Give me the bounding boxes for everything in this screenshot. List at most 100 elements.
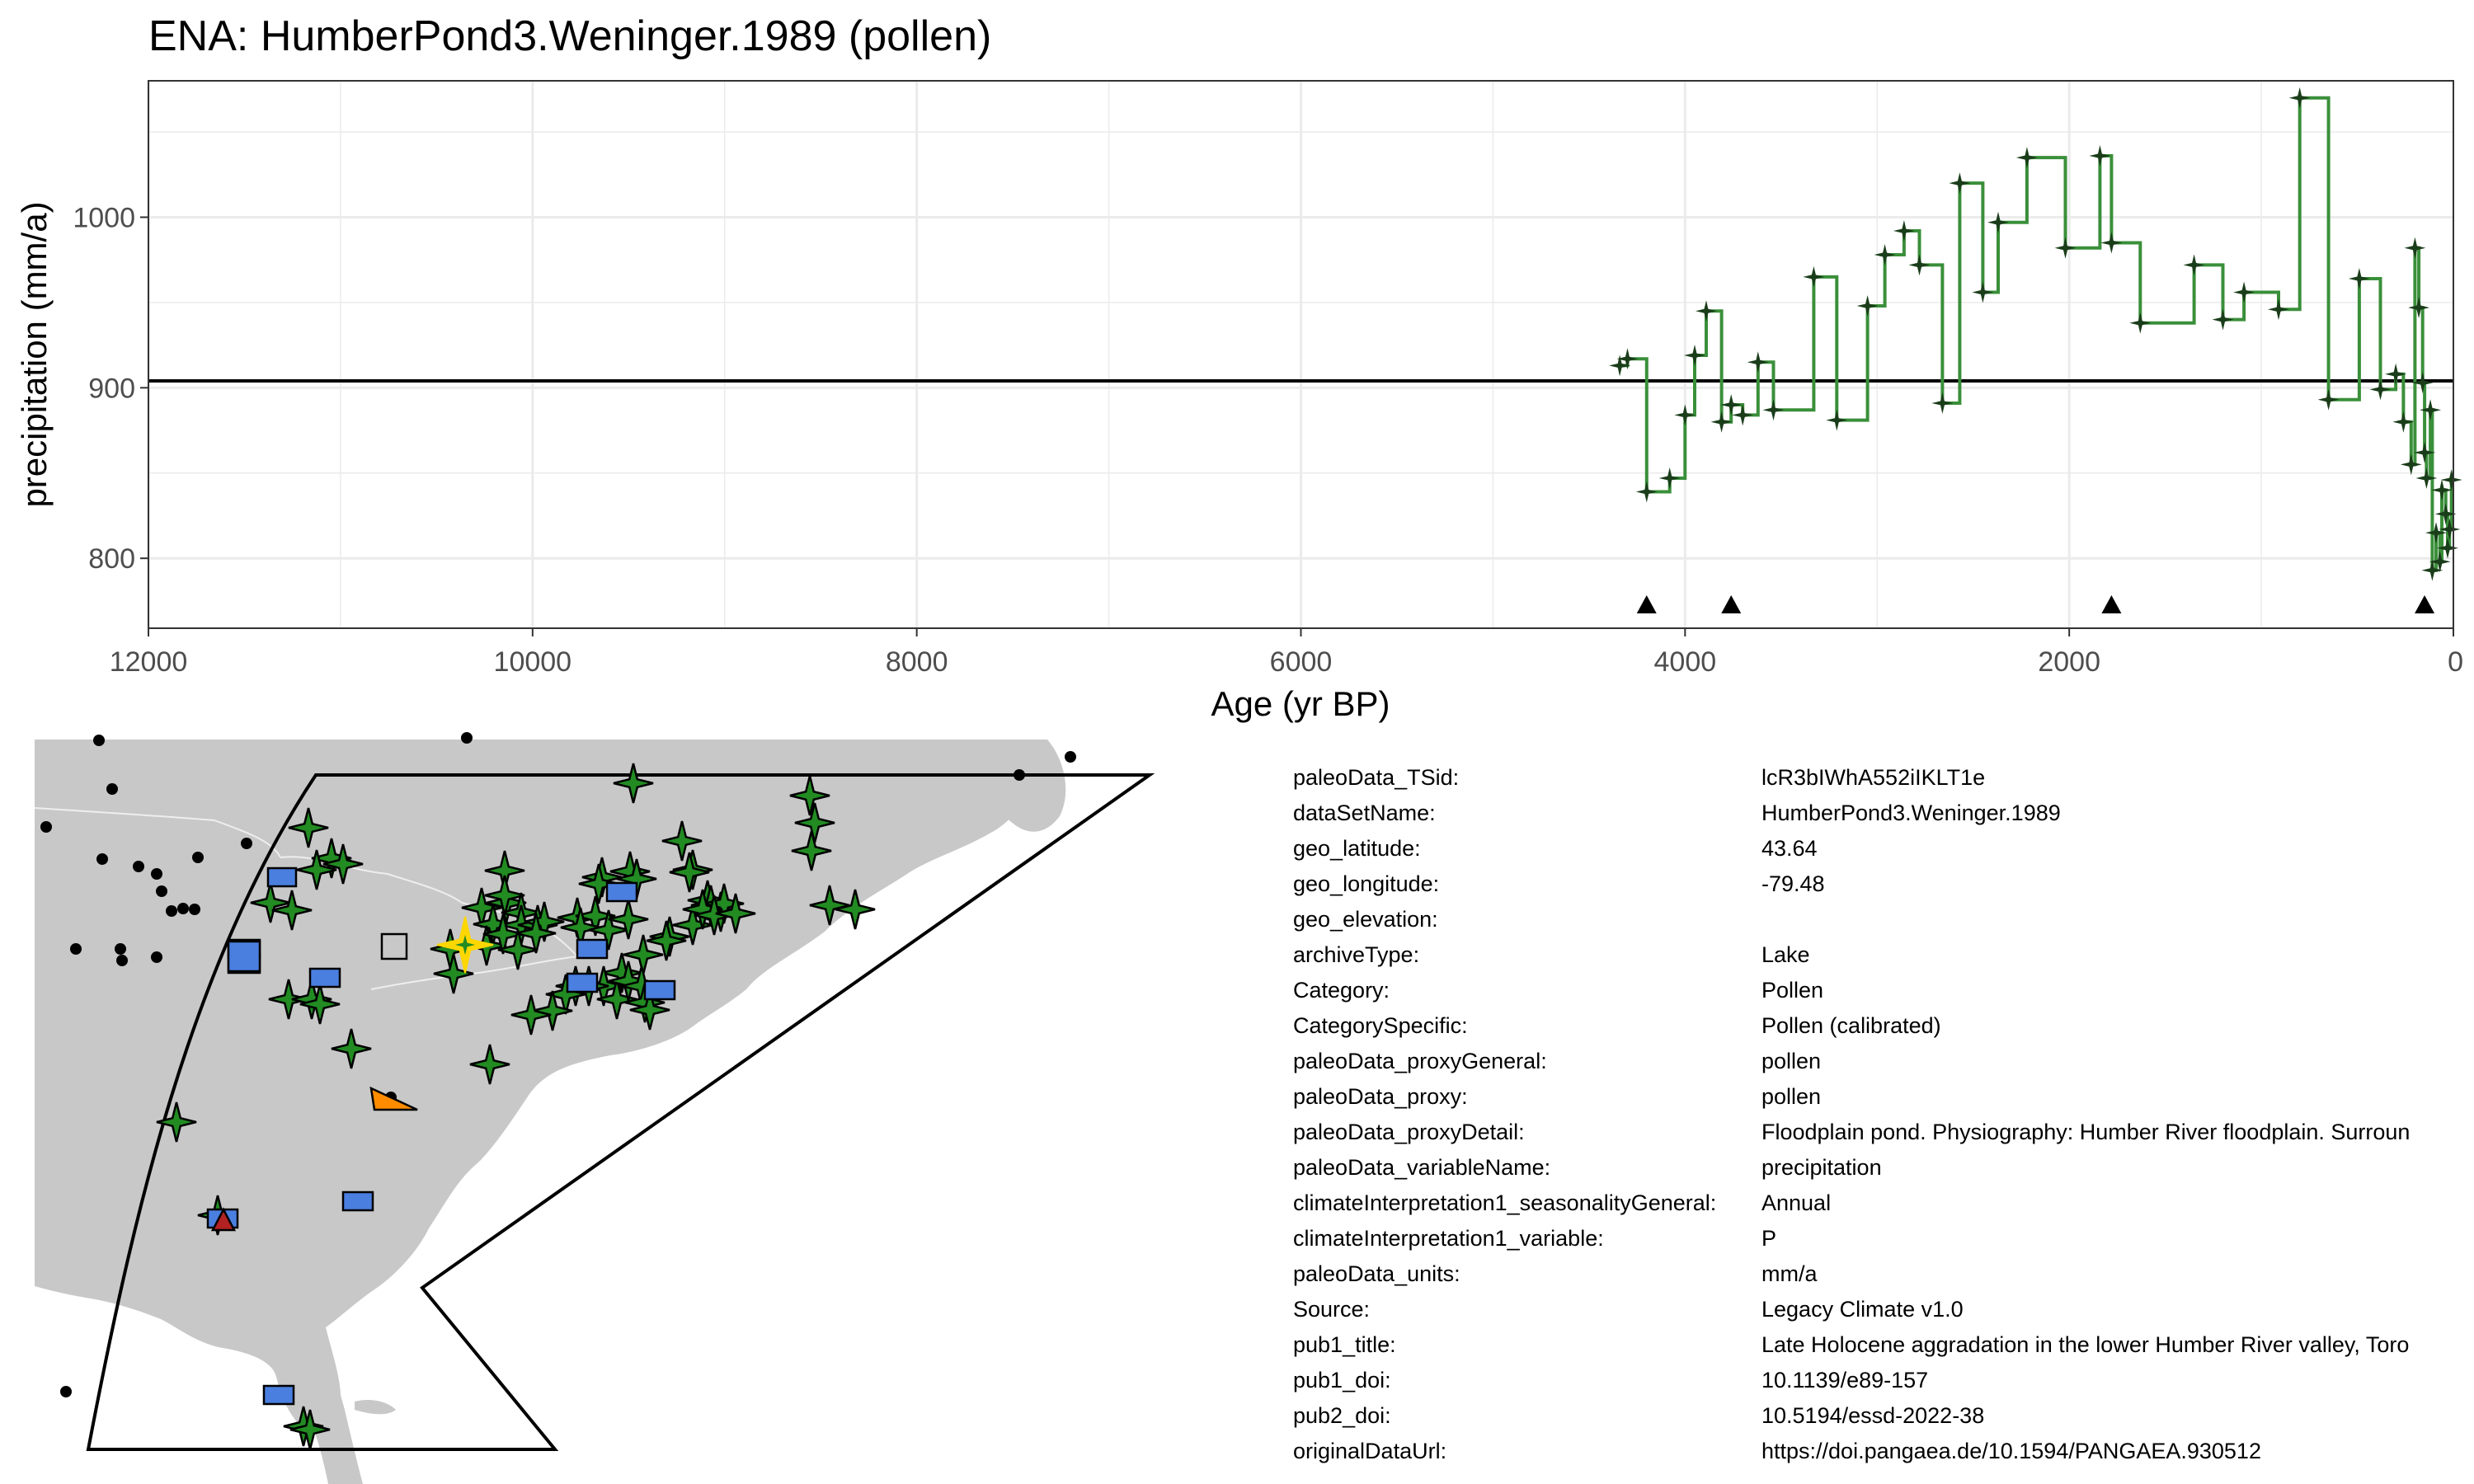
data-point: 90, 815 <box>2425 522 2447 544</box>
lake-site-marker <box>266 866 298 888</box>
outside-site-dot <box>151 951 162 963</box>
data-point: 150, 862 <box>2414 441 2436 463</box>
pollen-site-marker <box>288 807 329 848</box>
pollen-site-marker <box>156 1101 197 1143</box>
data-point: 2020, 982 <box>2054 237 2077 259</box>
outside-site-dot <box>60 1386 72 1397</box>
metadata-row: Category: Pollen <box>1293 973 2474 1008</box>
lake-site-marker <box>566 972 599 993</box>
lake-site-marker <box>262 1384 295 1406</box>
data-point: 300, 908 <box>2385 363 2407 385</box>
data-point: 180, 947 <box>2408 297 2430 319</box>
data-point: 490, 964 <box>2348 268 2370 289</box>
pollen-site-marker <box>629 989 670 1031</box>
x-tick-label: 8000 <box>886 646 948 678</box>
data-point: 40, 826 <box>2434 503 2457 525</box>
data-point: 3330, 965 <box>1803 265 1825 288</box>
metadata-value: Legacy Climate v1.0 <box>1761 1297 1964 1322</box>
outside-site-dot <box>177 903 189 914</box>
pollen-site-marker <box>482 913 524 955</box>
pollen-site-marker <box>271 890 313 931</box>
metadata-value: -79.48 <box>1761 871 1825 896</box>
north-america-landmass <box>35 740 1046 1435</box>
y-axis-label: precipitation (mm/a) <box>15 201 54 507</box>
data-point: 110, 793 <box>2421 559 2443 581</box>
outside-site-dot <box>156 885 167 897</box>
lake-site-marker <box>227 940 261 973</box>
metadata-value: lcR3bIWhA552iIKLT1e <box>1761 765 1986 790</box>
data-point: 3620, 915 <box>1747 351 1769 373</box>
data-point: 120, 887 <box>2420 399 2442 421</box>
metadata-value: pollen <box>1761 1084 1822 1109</box>
data-point: 4080, 847 <box>1658 467 1681 489</box>
metadata-value: Annual <box>1761 1190 1832 1215</box>
metadata-key: geo_latitude: <box>1293 836 1421 861</box>
pollen-site-marker <box>331 1028 372 1069</box>
data-point: 3810, 880 <box>1710 411 1733 433</box>
y-tick-label: 900 <box>88 373 135 404</box>
metadata-table: paleoData_TSid: lcR3bIWhA552iIKLT1e dataSe… <box>1293 760 2474 1477</box>
data-point: 220, 855 <box>2400 453 2422 476</box>
lake-site-marker <box>576 938 609 960</box>
outside-site-dot <box>40 821 52 833</box>
pollen-site-marker <box>515 913 557 954</box>
pollen-site-marker <box>289 1409 331 1450</box>
data-point: 3050, 948 <box>1856 295 1879 317</box>
metadata-value: Pollen (calibrated) <box>1761 1013 1941 1038</box>
metadata-value: Pollen <box>1761 978 1824 1003</box>
metadata-value: HumberPond3.Weninger.1989 <box>1761 801 2061 825</box>
data-point: 2220, 1035 <box>2015 147 2038 169</box>
data-point: 380, 899 <box>2369 378 2392 401</box>
metadata-row: CategorySpecific: Pollen (calibrated) <box>1293 1008 2474 1044</box>
data-point: 2660, 891 <box>1931 392 1954 414</box>
outside-site-dot <box>241 838 252 849</box>
precipitation-chart: 4340, 9134300, 917 4200, 8394080, 847 4000… <box>15 80 2463 723</box>
pollen-site-marker <box>596 979 637 1020</box>
metadata-row: archiveType: Lake <box>1293 937 2474 973</box>
site-map <box>35 732 1155 1484</box>
pollen-site-marker <box>588 909 629 951</box>
metadata-row: paleoData_units: mm/a <box>1293 1256 2474 1292</box>
metadata-key: paleoData_proxy: <box>1293 1084 1468 1109</box>
metadata-value: Late Holocene aggradation in the lower H… <box>1761 1332 2410 1357</box>
pollen-site-marker <box>608 899 649 940</box>
metadata-row: climateInterpretation1_variable: P <box>1293 1221 2474 1256</box>
newfoundland-landmass <box>969 740 1066 832</box>
data-point: 10, 846 <box>2440 469 2462 491</box>
pollen-site-marker <box>469 1044 510 1085</box>
event-marker <box>1636 595 1657 613</box>
metadata-value: pollen <box>1761 1049 1822 1073</box>
event-markers <box>1636 595 2435 613</box>
outside-site-dot <box>96 853 108 865</box>
data-point: 140, 847 <box>2415 467 2438 489</box>
metadata-row: dataSetName: HumberPond3.Weninger.1989 <box>1293 796 2474 831</box>
event-marker <box>1721 595 1742 613</box>
chart-title: ENA: HumberPond3.Weninger.1989 (pollen) <box>148 12 992 60</box>
metadata-row: paleoData_proxyGeneral: pollen <box>1293 1044 2474 1079</box>
metadata-key: paleoData_proxyGeneral: <box>1293 1049 1547 1073</box>
x-tick-label: 4000 <box>1654 646 1717 678</box>
data-point: 2450, 956 <box>1972 281 1994 303</box>
pollen-site-marker <box>575 895 616 937</box>
other-site-marker <box>380 932 408 960</box>
metadata-key: Category: <box>1293 978 1390 1003</box>
metadata-key: paleoData_units: <box>1293 1261 1460 1286</box>
pollen-site-marker <box>268 979 309 1020</box>
pollen-site-marker <box>613 763 654 804</box>
metadata-key: paleoData_variableName: <box>1293 1155 1551 1180</box>
pollen-site-marker <box>497 929 539 970</box>
metadata-key: geo_elevation: <box>1293 907 1438 932</box>
region-sites <box>156 763 876 1450</box>
event-marker <box>2101 595 2122 613</box>
outside-site-dot <box>189 904 200 915</box>
lake-site-marker <box>605 881 638 903</box>
data-point: 910, 946 <box>2268 298 2289 321</box>
x-tick-label: 2000 <box>2038 646 2100 678</box>
event-marker <box>2415 595 2435 613</box>
metadata-row: pub1_doi: 10.1139/e89-157 <box>1293 1363 2474 1398</box>
data-point: 2860, 992 <box>1893 220 1915 242</box>
data-point: 800, 1070 <box>2288 87 2311 109</box>
data-point: 3760, 890 <box>1720 394 1743 416</box>
x-tick-label: 12000 <box>110 646 188 678</box>
metadata-key: Source: <box>1293 1297 1371 1322</box>
